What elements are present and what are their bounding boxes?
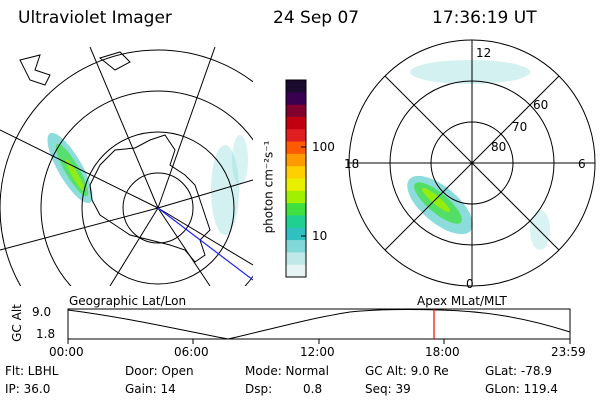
colorbar-tick-10: 10 (312, 229, 328, 243)
dsp-label: Dsp: (245, 382, 273, 396)
altitude-curve (67, 308, 571, 340)
dsp-value: 0.8 (303, 382, 323, 396)
colorbar-stripe (286, 203, 306, 216)
colorbar-stripe (286, 215, 306, 229)
antarctica-coastline (89, 134, 211, 263)
date-label: 24 Sep 07 (273, 8, 360, 28)
colorbar-stripe (286, 153, 306, 167)
mlt-label-bottom: 0 (466, 277, 474, 291)
colorbar-tick-100: 100 (312, 140, 335, 154)
x-tick-3: 18:00 (425, 345, 460, 359)
ip-info: IP: 36.0 (5, 382, 51, 396)
glat-info: GLat: -78.9 (485, 364, 552, 378)
instrument-title: Ultraviolet Imager (18, 8, 172, 28)
colorbar-stripe (286, 240, 306, 253)
colorbar-stripe (286, 116, 306, 130)
altitude-plot-frame (67, 308, 571, 340)
alt-tick-low: 1.8 (36, 327, 56, 341)
magnetic-label: Apex MLat/MLT (417, 294, 507, 308)
geographic-label: Geographic Lat/Lon (69, 294, 187, 308)
filter-info: Flt: LBHL (5, 364, 59, 378)
colorbar-stripe (286, 141, 306, 155)
x-tick-2: 12:00 (300, 345, 335, 359)
aurora-emission-left (47, 132, 248, 235)
colorbar-stripe (286, 190, 306, 204)
mode-info: Mode: Normal (245, 364, 329, 378)
colorbar-stripe (286, 166, 306, 179)
glon-info: GLon: 119.4 (485, 382, 558, 396)
colorbar-stripe (286, 264, 306, 278)
gc-alt-info: GC Alt: 9.0 Re (365, 364, 449, 378)
seq-info: Seq: 39 (365, 382, 411, 396)
x-tick-0: 00:00 (49, 345, 84, 359)
colorbar-stripe (286, 80, 306, 93)
colorbar-stripe (286, 92, 306, 106)
colorbar (286, 80, 306, 278)
mlt-label-top: 12 (476, 46, 492, 60)
colorbar-stripe (286, 178, 306, 192)
colorbar-stripe (286, 227, 306, 241)
lat-label-70: 70 (512, 120, 528, 134)
mlt-label-left: 18 (344, 157, 360, 171)
time-label: 17:36:19 UT (432, 8, 537, 28)
mlt-label-right: 6 (578, 157, 586, 171)
x-tick-4: 23:59 (551, 345, 586, 359)
colorbar-unit-label: photon cm⁻²s⁻¹ (261, 140, 276, 234)
alt-tick-high: 9.0 (32, 305, 52, 319)
colorbar-stripe (286, 252, 306, 266)
door-info: Door: Open (125, 364, 194, 378)
lat-label-80: 80 (491, 140, 507, 154)
aurora-emission-right (407, 60, 550, 250)
sun-direction-line (157, 207, 253, 281)
colorbar-stripe (286, 104, 306, 118)
x-tick-1: 06:00 (174, 345, 209, 359)
altitude-axis-label: GC Alt (9, 304, 24, 342)
colorbar-stripe (286, 129, 306, 143)
gain-info: Gain: 14 (125, 382, 176, 396)
lat-label-60: 60 (533, 98, 549, 112)
magnetic-map (349, 40, 595, 286)
